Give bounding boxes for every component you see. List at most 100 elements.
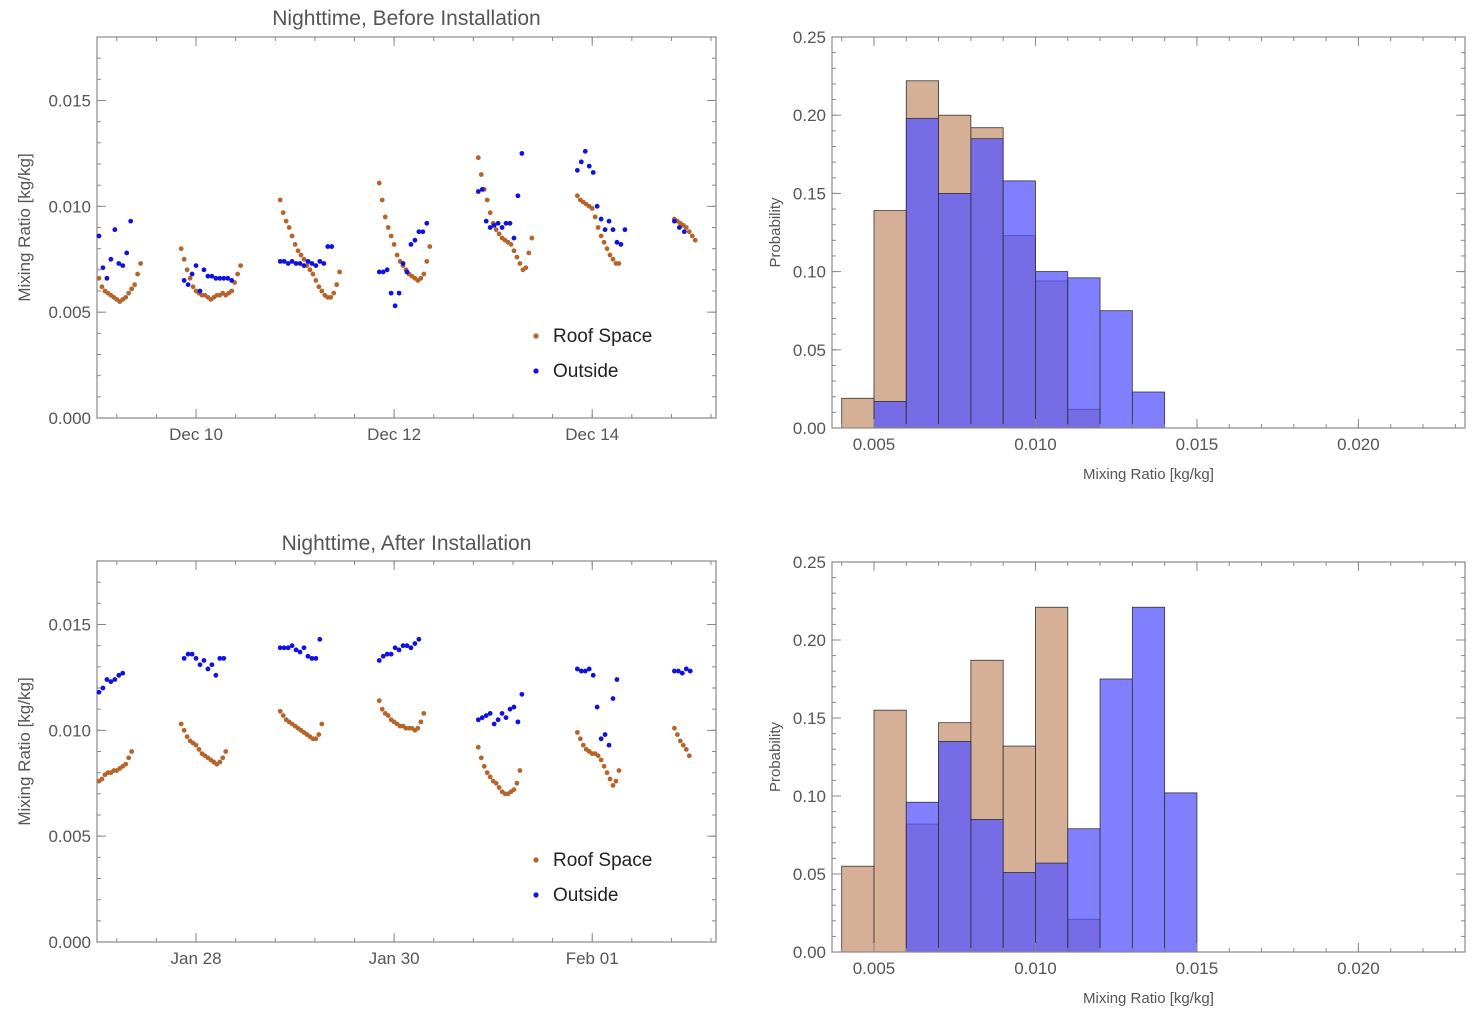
data-point — [197, 662, 203, 668]
data-point — [193, 263, 199, 268]
data-point — [391, 242, 397, 247]
data-point — [201, 267, 207, 273]
y-tick-label: 0.20 — [793, 631, 826, 650]
data-point — [286, 225, 292, 230]
data-point — [574, 730, 580, 735]
data-point — [301, 263, 307, 268]
histogram-bar — [938, 192, 972, 429]
data-point — [475, 155, 481, 161]
data-point — [384, 651, 390, 657]
data-point — [412, 641, 418, 646]
data-point — [281, 258, 287, 264]
data-point — [317, 258, 323, 264]
data-point — [602, 227, 608, 233]
data-point — [475, 717, 481, 723]
data-point — [316, 732, 322, 737]
data-point — [418, 275, 424, 281]
data-point — [514, 254, 520, 260]
histogram-bar — [1002, 180, 1036, 429]
data-point — [313, 278, 319, 283]
data-point — [686, 229, 692, 235]
x-tick-label: Dec 10 — [169, 425, 223, 444]
data-point — [499, 225, 505, 230]
y-tick-label: 0.15 — [793, 184, 826, 203]
data-point — [316, 284, 322, 290]
data-point — [511, 248, 517, 254]
data-point — [388, 290, 394, 296]
data-point — [604, 770, 610, 776]
data-point — [606, 218, 612, 224]
data-point — [483, 713, 489, 718]
x-tick-label: Feb 01 — [566, 949, 619, 968]
data-point — [301, 645, 307, 651]
data-point — [376, 269, 382, 275]
data-point — [578, 668, 584, 674]
legend-label: Outside — [553, 361, 618, 382]
histogram-bar — [1035, 862, 1069, 953]
data-point — [99, 776, 105, 782]
data-point — [616, 261, 622, 266]
data-point — [126, 290, 132, 296]
data-point — [594, 203, 600, 209]
series-outside — [905, 606, 1198, 953]
data-point — [424, 220, 430, 226]
y-tick-label: 0.10 — [793, 263, 826, 282]
data-point — [622, 227, 628, 233]
data-point — [577, 736, 583, 742]
legend-marker — [533, 368, 539, 374]
data-point — [496, 231, 502, 237]
data-point — [519, 691, 525, 697]
data-point — [589, 206, 595, 211]
legend: Roof Space Outside — [533, 850, 652, 906]
data-point — [238, 263, 244, 268]
histogram-bar — [1131, 391, 1166, 429]
data-point — [574, 167, 580, 173]
data-point — [297, 261, 303, 266]
histogram-bar — [1131, 606, 1166, 953]
data-point — [493, 227, 499, 233]
histogram-bar — [1035, 271, 1069, 429]
data-point — [580, 742, 586, 748]
data-point — [181, 278, 187, 283]
data-point — [475, 744, 481, 750]
data-point — [574, 193, 580, 199]
data-point — [385, 225, 391, 230]
data-point — [289, 258, 295, 264]
data-point — [96, 275, 102, 281]
data-point — [277, 258, 283, 264]
data-point — [209, 662, 215, 668]
data-point — [507, 220, 513, 226]
data-point — [189, 271, 195, 277]
data-point — [595, 225, 601, 230]
data-point — [511, 235, 517, 241]
data-point — [681, 229, 687, 235]
data-point — [112, 677, 118, 682]
y-tick-label: 0.005 — [48, 303, 91, 322]
x-tick-label: Jan 28 — [171, 949, 222, 968]
data-point — [289, 643, 295, 649]
data-point — [519, 151, 525, 156]
histogram-bar — [970, 138, 1004, 429]
chart-3: 0.000 0.005 0.010 0.015 Jan 28 Jan 30 Feb 01 Ni… — [15, 532, 717, 968]
data-point — [392, 303, 398, 309]
data-point — [481, 763, 487, 769]
data-point — [610, 256, 616, 262]
data-point — [594, 704, 600, 710]
data-point — [281, 645, 287, 651]
data-point — [129, 286, 135, 292]
legend-marker — [533, 333, 539, 339]
data-point — [108, 256, 114, 262]
histogram-bar — [1099, 310, 1133, 429]
y-tick-label: 0.05 — [793, 865, 826, 884]
chart-title: Nighttime, After Installation — [282, 532, 532, 555]
x-tick-label: 0.010 — [1014, 435, 1057, 454]
y-tick-label: 0.05 — [793, 341, 826, 360]
data-point — [601, 763, 607, 769]
data-point — [285, 261, 291, 266]
series-roof-space — [96, 698, 692, 797]
data-point — [283, 218, 289, 224]
data-point — [108, 679, 114, 685]
data-point — [495, 717, 501, 723]
data-point — [607, 776, 613, 782]
data-point — [181, 256, 187, 262]
